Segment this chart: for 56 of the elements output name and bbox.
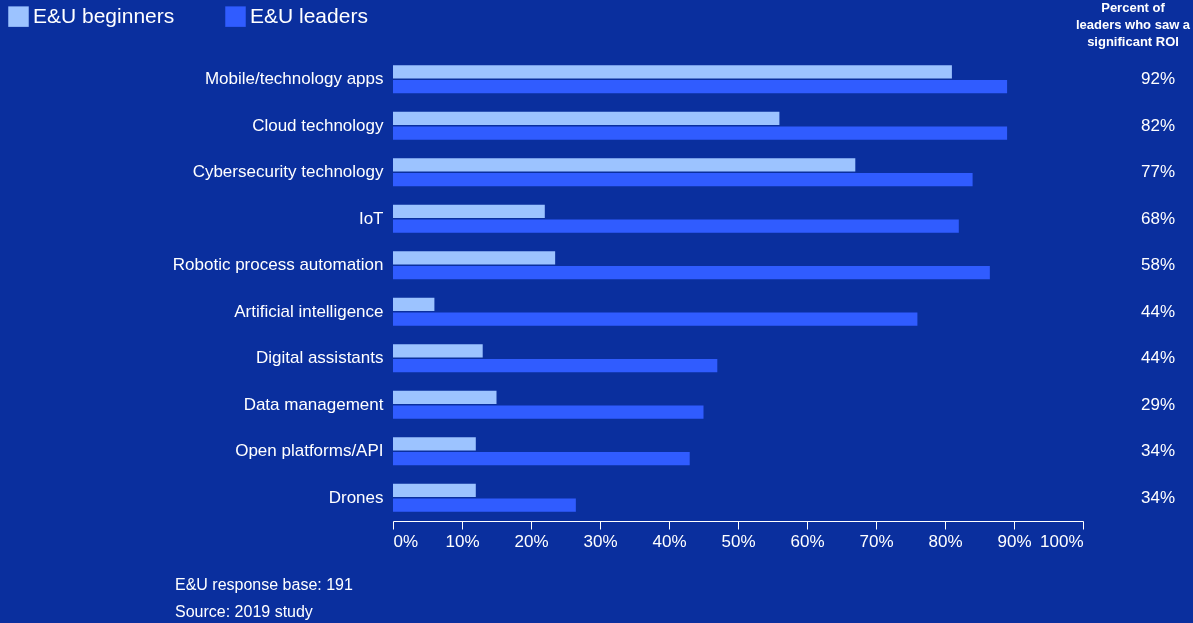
- y-tick-label: Artificial intelligence: [234, 301, 384, 321]
- bar: [393, 312, 918, 326]
- text: 29%: [1140, 394, 1175, 414]
- text: E&U response base: 191: [175, 576, 353, 593]
- x-tick-label: 100%: [1040, 531, 1084, 551]
- text: 77%: [1140, 162, 1175, 182]
- bar: [393, 498, 576, 512]
- y-tick-label: IoT: [358, 208, 384, 228]
- legend-label: E&U beginners: [33, 3, 175, 27]
- x-tick-label: 30%: [583, 531, 618, 551]
- y-tick-label: Mobile/technology apps: [204, 69, 384, 89]
- bar: [393, 358, 718, 373]
- text: Percent of leaders who saw a significant ROI: [1075, 0, 1191, 49]
- bar: [393, 251, 556, 265]
- y-tick-label: Robotic process automation: [172, 255, 384, 275]
- bar: [393, 344, 483, 358]
- text: 34%: [1140, 487, 1175, 507]
- bar: [393, 390, 497, 405]
- text: 82%: [1140, 115, 1175, 135]
- y-tick-label: Open platforms/API: [235, 441, 384, 461]
- x-tick-label: 80%: [928, 531, 963, 551]
- bar: [393, 111, 780, 126]
- bar: [393, 405, 704, 419]
- bar: [393, 219, 959, 233]
- bar: [393, 65, 952, 79]
- x-tick-label: 60%: [790, 531, 825, 551]
- y-tick-label: Cloud technology: [252, 115, 384, 135]
- text: 92%: [1140, 69, 1175, 89]
- y-tick-label: Digital assistants: [255, 348, 384, 368]
- y-tick-label: Cybersecurity technology: [192, 162, 384, 182]
- x-tick-label: 40%: [652, 531, 687, 551]
- x-tick-label: 90%: [997, 531, 1032, 551]
- x-tick-label: 10%: [445, 531, 480, 551]
- text: 44%: [1140, 301, 1175, 321]
- y-tick-label: Drones: [328, 487, 384, 507]
- x-tick-label: 20%: [514, 531, 549, 551]
- x-tick-label: 50%: [721, 531, 756, 551]
- text: 58%: [1140, 255, 1175, 275]
- x-tick-label: 0%: [393, 531, 419, 551]
- bar: [393, 451, 690, 466]
- source-note: Source: 2019 study: [175, 603, 313, 620]
- x-tick-label: 70%: [859, 531, 894, 551]
- bar: [393, 172, 973, 187]
- bar: [393, 79, 1008, 94]
- text: 34%: [1140, 441, 1175, 461]
- bar: [393, 204, 545, 219]
- bar: [393, 297, 435, 312]
- text: 68%: [1140, 208, 1175, 228]
- bar: [393, 483, 476, 498]
- bar: [393, 126, 1008, 140]
- legend-label: E&U leaders: [250, 3, 368, 27]
- bar: [393, 158, 856, 172]
- text: 44%: [1140, 348, 1175, 368]
- bar: [393, 265, 990, 280]
- bar: [393, 437, 476, 451]
- y-tick-label: Data management: [243, 394, 384, 414]
